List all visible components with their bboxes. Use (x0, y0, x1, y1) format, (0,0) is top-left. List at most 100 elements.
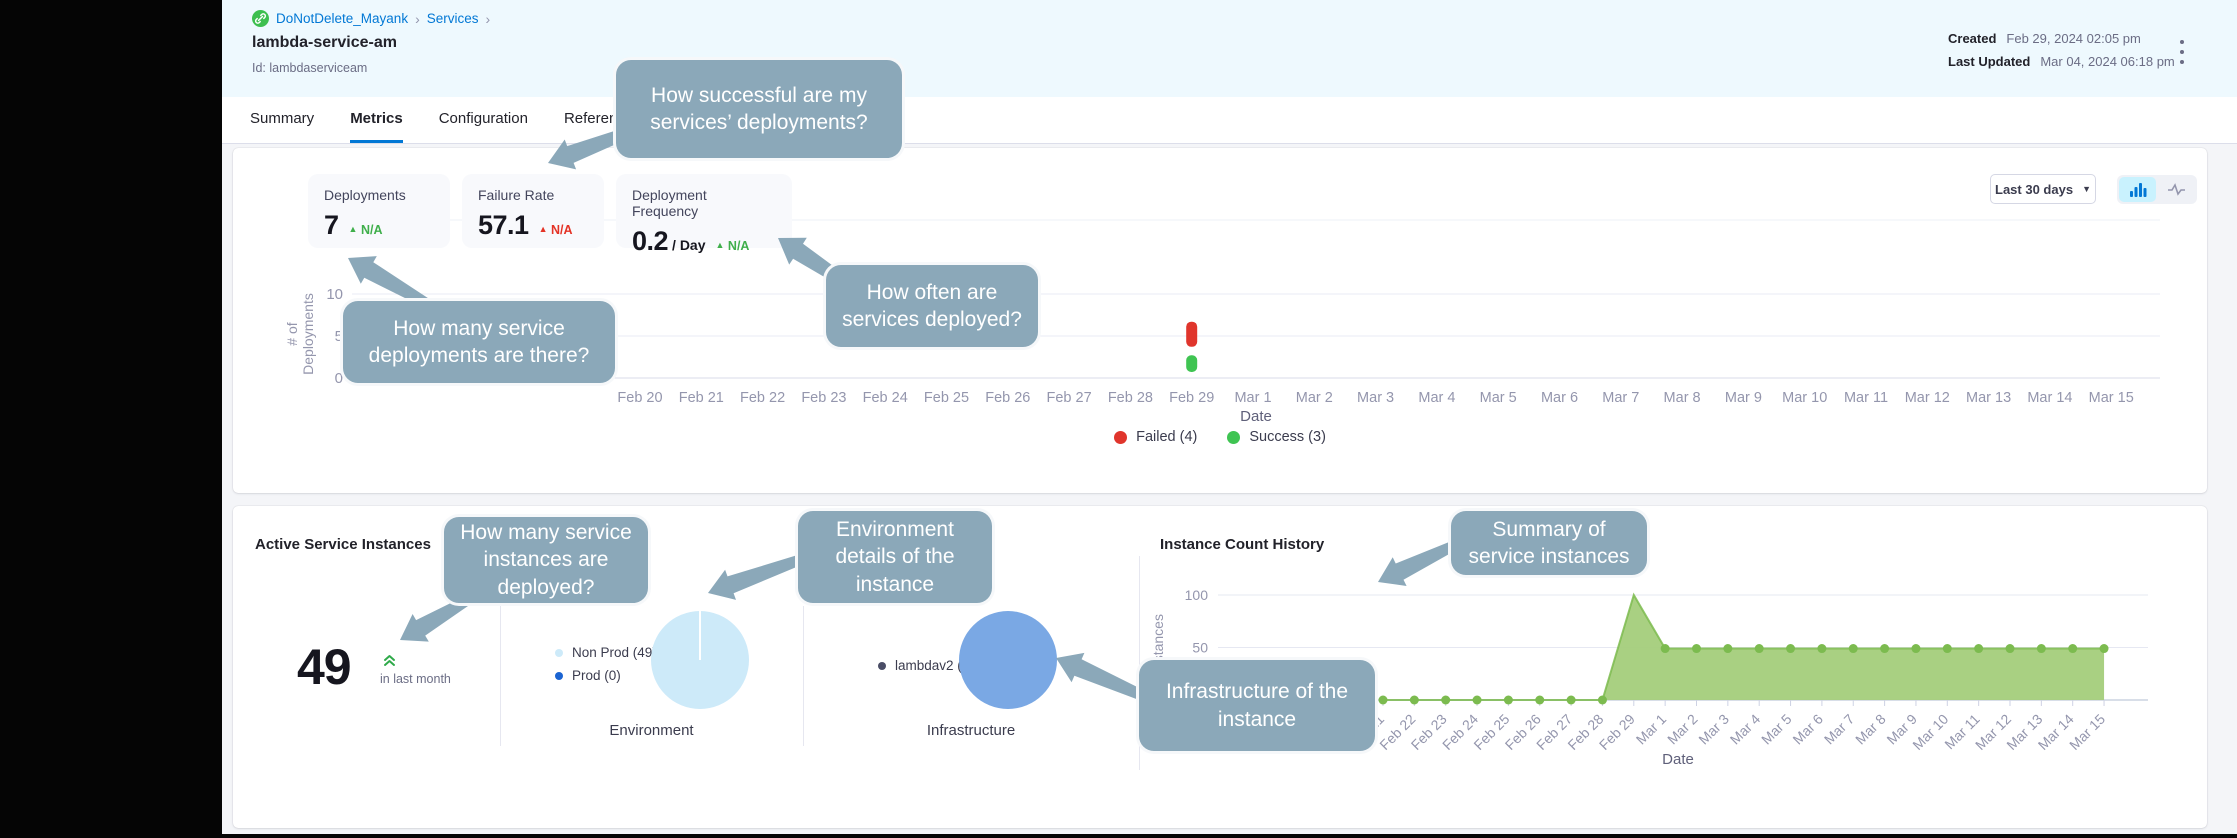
x-axis-label: Mar 10 (1909, 711, 1951, 753)
breadcrumb-separator: › (485, 10, 491, 27)
legend-dot (555, 648, 563, 657)
instance-count: 49 (297, 639, 352, 695)
x-axis-label: Feb 20 (617, 390, 662, 406)
metric-trend: ▲ N/A (538, 223, 573, 237)
x-axis-label: Feb 29 (1596, 711, 1638, 753)
callout-instance-count: How many service instances are deployed? (441, 514, 651, 606)
bar-segment-success (1186, 355, 1198, 372)
divider (500, 606, 501, 746)
x-axis-label: Mar 13 (1966, 390, 2011, 406)
data-point (1409, 695, 1419, 705)
bar-chart-toggle-button[interactable] (2119, 177, 2156, 202)
data-point (1723, 644, 1733, 654)
data-point (1786, 644, 1796, 654)
bar-chart-icon (2129, 182, 2146, 197)
data-point (1566, 695, 1576, 705)
metric-card-deployment-frequency: Deployment Frequency 0.2/ Day ▲ N/A (616, 174, 792, 256)
chevron-down-icon: ▼ (2082, 184, 2091, 194)
legend-label: Failed (4) (1136, 429, 1198, 445)
x-axis-label: Mar 4 (1418, 390, 1455, 406)
updated-value: Mar 04, 2024 06:18 pm (2040, 54, 2175, 69)
data-point (2068, 644, 2078, 654)
x-axis-label: Mar 8 (1852, 711, 1889, 748)
callout-deployment-success: How successful are my services’ deployme… (613, 57, 905, 161)
breadcrumb-project-link[interactable]: DoNotDelete_Mayank (276, 11, 409, 26)
y-axis-tick: 50 (1192, 640, 1208, 656)
x-axis-label: Mar 5 (1480, 390, 1517, 406)
x-axis-label: Mar 1 (1234, 390, 1271, 406)
breadcrumb: DoNotDelete_Mayank › Services › (252, 10, 490, 27)
legend-item-prod[interactable]: Prod (0) (555, 668, 657, 683)
x-axis-label: Mar 6 (1789, 711, 1826, 748)
page-title: lambda-service-am (252, 34, 397, 51)
x-axis-label: Feb 23 (801, 390, 846, 406)
metric-suffix: / Day (672, 237, 706, 253)
y-axis-tick: 5 (335, 328, 343, 345)
data-point (1472, 695, 1482, 705)
x-axis-label: Mar 3 (1695, 711, 1732, 748)
x-axis-label: Mar 8 (1664, 390, 1701, 406)
data-point (1503, 695, 1513, 705)
updated-label: Last Updated (1948, 54, 2031, 69)
metric-trend: ▲ N/A (715, 239, 750, 253)
page-header: DoNotDelete_Mayank › Services › lambda-s… (222, 0, 2237, 97)
data-point (1911, 644, 1921, 654)
legend-item-nonprod[interactable]: Non Prod (49) (555, 645, 657, 660)
environment-pie-chart (651, 611, 749, 709)
data-point (1817, 644, 1827, 654)
tab-bar: Summary Metrics Configuration Referenced (222, 97, 2237, 144)
metric-card-failure-rate: Failure Rate 57.1 ▲ N/A (462, 174, 604, 248)
chart-type-toggle (2117, 175, 2197, 204)
x-axis-label: Mar 15 (2066, 711, 2108, 753)
x-axis-label: Feb 27 (1047, 390, 1092, 406)
callout-deploy-frequency: How often are services deployed? (823, 262, 1041, 350)
metric-label: Deployment Frequency (632, 187, 707, 219)
data-point (2036, 644, 2046, 654)
tab-summary[interactable]: Summary (250, 110, 315, 127)
y-axis-title: # ofDeployments (284, 293, 316, 375)
data-point (1660, 644, 1670, 654)
legend-dot (555, 671, 563, 680)
environment-legend: Non Prod (49) Prod (0) (555, 645, 657, 691)
x-axis-label: Feb 24 (863, 390, 908, 406)
legend-label: Success (3) (1249, 429, 1326, 445)
service-id: Id: lambdaserviceam (252, 61, 368, 75)
metric-trend: ▲ N/A (348, 223, 383, 237)
more-options-icon[interactable] (2174, 40, 2190, 64)
data-point (1441, 695, 1451, 705)
line-chart-toggle-button[interactable] (2158, 177, 2195, 202)
x-axis-label: Feb 26 (985, 390, 1030, 406)
legend-item-failed[interactable]: Failed (4) (1114, 429, 1197, 445)
metric-value: 0.2 (632, 226, 669, 256)
time-range-value: Last 30 days (1995, 181, 2074, 197)
deployments-chart-svg: 0 5 10 # ofDeployments Feb 20 Feb 21 Feb 22 Feb… (284, 219, 2160, 425)
created-value: Feb 29, 2024 02:05 pm (2006, 31, 2141, 46)
infrastructure-pie-chart (959, 611, 1057, 709)
pie-slice-lambdav2 (959, 611, 1057, 709)
created-label: Created (1948, 31, 1997, 46)
data-point (1974, 644, 1984, 654)
tab-metrics[interactable]: Metrics (350, 97, 403, 143)
environment-caption: Environment (609, 722, 694, 739)
data-point (1597, 695, 1607, 705)
breadcrumb-services-link[interactable]: Services (426, 11, 479, 26)
time-range-select[interactable]: Last 30 days ▼ (1990, 174, 2096, 204)
data-point (2099, 644, 2109, 654)
area-fill (1383, 595, 2105, 700)
x-axis-label: Mar 15 (2089, 390, 2134, 406)
tab-configuration[interactable]: Configuration (438, 110, 528, 127)
trend-up-icon: ▲ (715, 240, 725, 250)
metric-label: Failure Rate (478, 187, 555, 203)
metric-label: Deployments (324, 187, 406, 203)
legend-item-success[interactable]: Success (3) (1227, 429, 1326, 445)
x-axis-title: Date (1662, 751, 1694, 768)
y-axis-tick: 0 (335, 370, 343, 387)
service-link-icon (252, 10, 269, 27)
callout-infrastructure: Infrastructure of the instance (1136, 657, 1378, 754)
infrastructure-caption: Infrastructure (926, 722, 1016, 739)
active-instances-title: Active Service Instances (255, 536, 431, 553)
callout-environment: Environment details of the instance (795, 508, 995, 606)
x-axis-label: Mar 9 (1725, 390, 1762, 406)
bar-segment-failed (1186, 321, 1198, 347)
x-axis-label: Mar 11 (1844, 390, 1888, 406)
